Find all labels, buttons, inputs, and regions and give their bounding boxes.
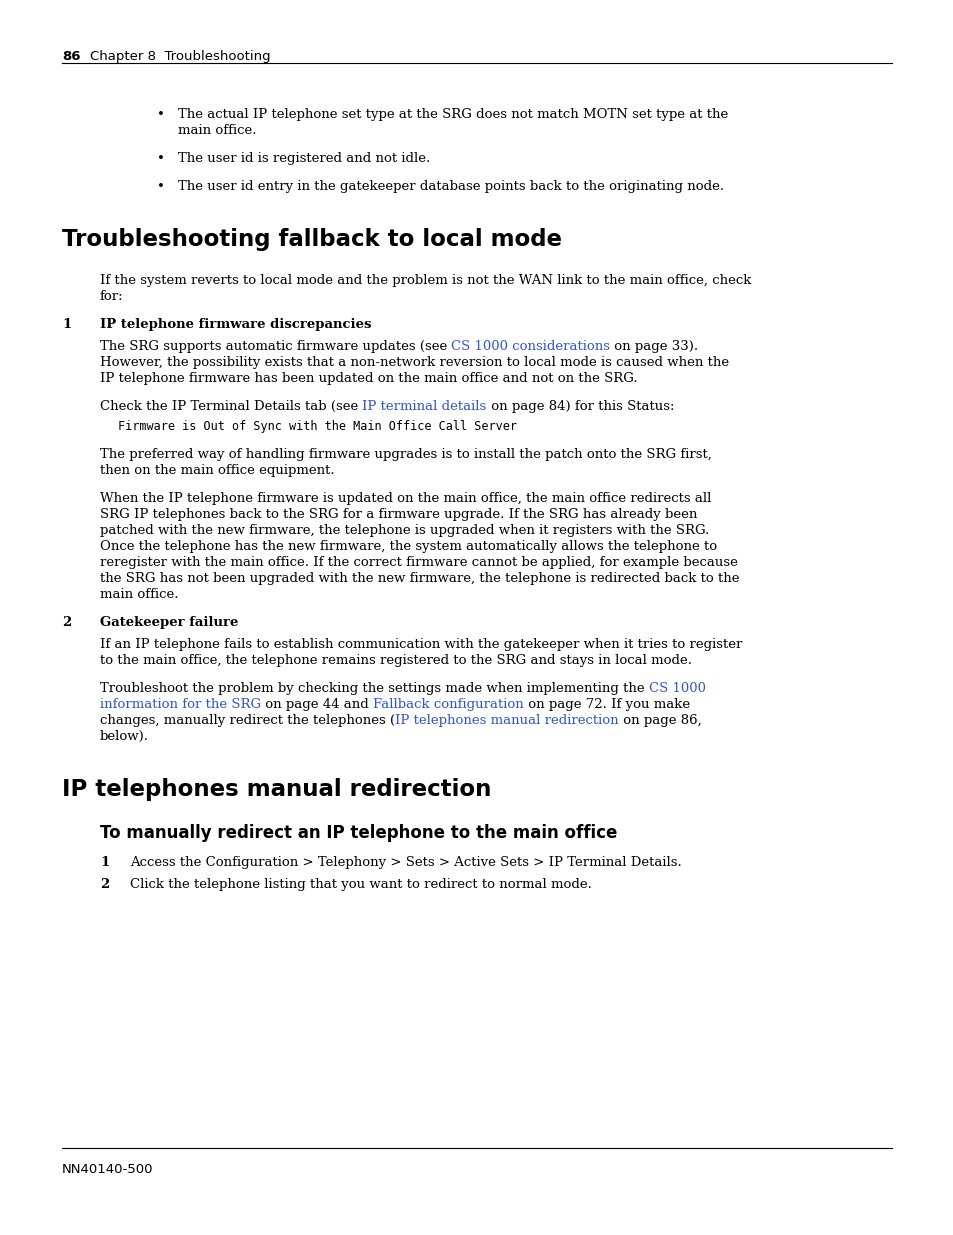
Text: below).: below). [100, 730, 149, 743]
Text: CS 1000 considerations: CS 1000 considerations [451, 340, 610, 353]
Text: 2: 2 [100, 878, 110, 890]
Text: 86: 86 [62, 49, 80, 63]
Text: IP telephone firmware has been updated on the main office and not on the SRG.: IP telephone firmware has been updated o… [100, 372, 637, 385]
Text: on page 84) for this Status:: on page 84) for this Status: [486, 400, 674, 412]
Text: IP terminal details: IP terminal details [362, 400, 486, 412]
Text: Gatekeeper failure: Gatekeeper failure [100, 616, 238, 629]
Text: on page 44 and: on page 44 and [261, 698, 373, 711]
Text: the SRG has not been upgraded with the new firmware, the telephone is redirected: the SRG has not been upgraded with the n… [100, 572, 739, 585]
Text: SRG IP telephones back to the SRG for a firmware upgrade. If the SRG has already: SRG IP telephones back to the SRG for a … [100, 508, 697, 521]
Text: Troubleshooting fallback to local mode: Troubleshooting fallback to local mode [62, 228, 561, 251]
Text: Click the telephone listing that you want to redirect to normal mode.: Click the telephone listing that you wan… [130, 878, 591, 890]
Text: The SRG supports automatic firmware updates (see: The SRG supports automatic firmware upda… [100, 340, 451, 353]
Text: Access the Configuration > Telephony > Sets > Active Sets > IP Terminal Details.: Access the Configuration > Telephony > S… [130, 856, 681, 869]
Text: on page 33).: on page 33). [610, 340, 698, 353]
Text: NN40140-500: NN40140-500 [62, 1163, 153, 1176]
Text: The preferred way of handling firmware upgrades is to install the patch onto the: The preferred way of handling firmware u… [100, 448, 711, 461]
Text: IP telephone firmware discrepancies: IP telephone firmware discrepancies [100, 317, 371, 331]
Text: then on the main office equipment.: then on the main office equipment. [100, 464, 335, 477]
Text: CS 1000: CS 1000 [648, 682, 705, 695]
Text: main office.: main office. [100, 588, 178, 601]
Text: IP telephones manual redirection: IP telephones manual redirection [62, 778, 491, 802]
Text: patched with the new firmware, the telephone is upgraded when it registers with : patched with the new firmware, the telep… [100, 524, 709, 537]
Text: Check the IP Terminal Details tab (see: Check the IP Terminal Details tab (see [100, 400, 362, 412]
Text: If an IP telephone fails to establish communication with the gatekeeper when it : If an IP telephone fails to establish co… [100, 638, 741, 651]
Text: changes, manually redirect the telephones (: changes, manually redirect the telephone… [100, 714, 395, 727]
Text: The user id entry in the gatekeeper database points back to the originating node: The user id entry in the gatekeeper data… [178, 180, 723, 193]
Text: The user id is registered and not idle.: The user id is registered and not idle. [178, 152, 430, 165]
Text: main office.: main office. [178, 124, 256, 137]
Text: for:: for: [100, 290, 124, 303]
Text: When the IP telephone firmware is updated on the main office, the main office re: When the IP telephone firmware is update… [100, 492, 711, 505]
Text: •: • [157, 152, 165, 165]
Text: to the main office, the telephone remains registered to the SRG and stays in loc: to the main office, the telephone remain… [100, 655, 691, 667]
Text: •: • [157, 107, 165, 121]
Text: The actual IP telephone set type at the SRG does not match MOTN set type at the: The actual IP telephone set type at the … [178, 107, 727, 121]
Text: 1: 1 [100, 856, 110, 869]
Text: To manually redirect an IP telephone to the main office: To manually redirect an IP telephone to … [100, 824, 617, 842]
Text: Once the telephone has the new firmware, the system automatically allows the tel: Once the telephone has the new firmware,… [100, 540, 717, 553]
Text: IP telephones manual redirection: IP telephones manual redirection [395, 714, 618, 727]
Text: 1: 1 [62, 317, 71, 331]
Text: reregister with the main office. If the correct firmware cannot be applied, for : reregister with the main office. If the … [100, 556, 737, 569]
Text: on page 86,: on page 86, [618, 714, 700, 727]
Text: Troubleshoot the problem by checking the settings made when implementing the: Troubleshoot the problem by checking the… [100, 682, 648, 695]
Text: Fallback configuration: Fallback configuration [373, 698, 523, 711]
Text: Firmware is Out of Sync with the Main Office Call Server: Firmware is Out of Sync with the Main Of… [118, 420, 517, 433]
Text: However, the possibility exists that a non-network reversion to local mode is ca: However, the possibility exists that a n… [100, 356, 728, 369]
Text: 2: 2 [62, 616, 71, 629]
Text: information for the SRG: information for the SRG [100, 698, 261, 711]
Text: •: • [157, 180, 165, 193]
Text: on page 72. If you make: on page 72. If you make [523, 698, 689, 711]
Text: If the system reverts to local mode and the problem is not the WAN link to the m: If the system reverts to local mode and … [100, 274, 751, 287]
Text: Chapter 8  Troubleshooting: Chapter 8 Troubleshooting [90, 49, 271, 63]
